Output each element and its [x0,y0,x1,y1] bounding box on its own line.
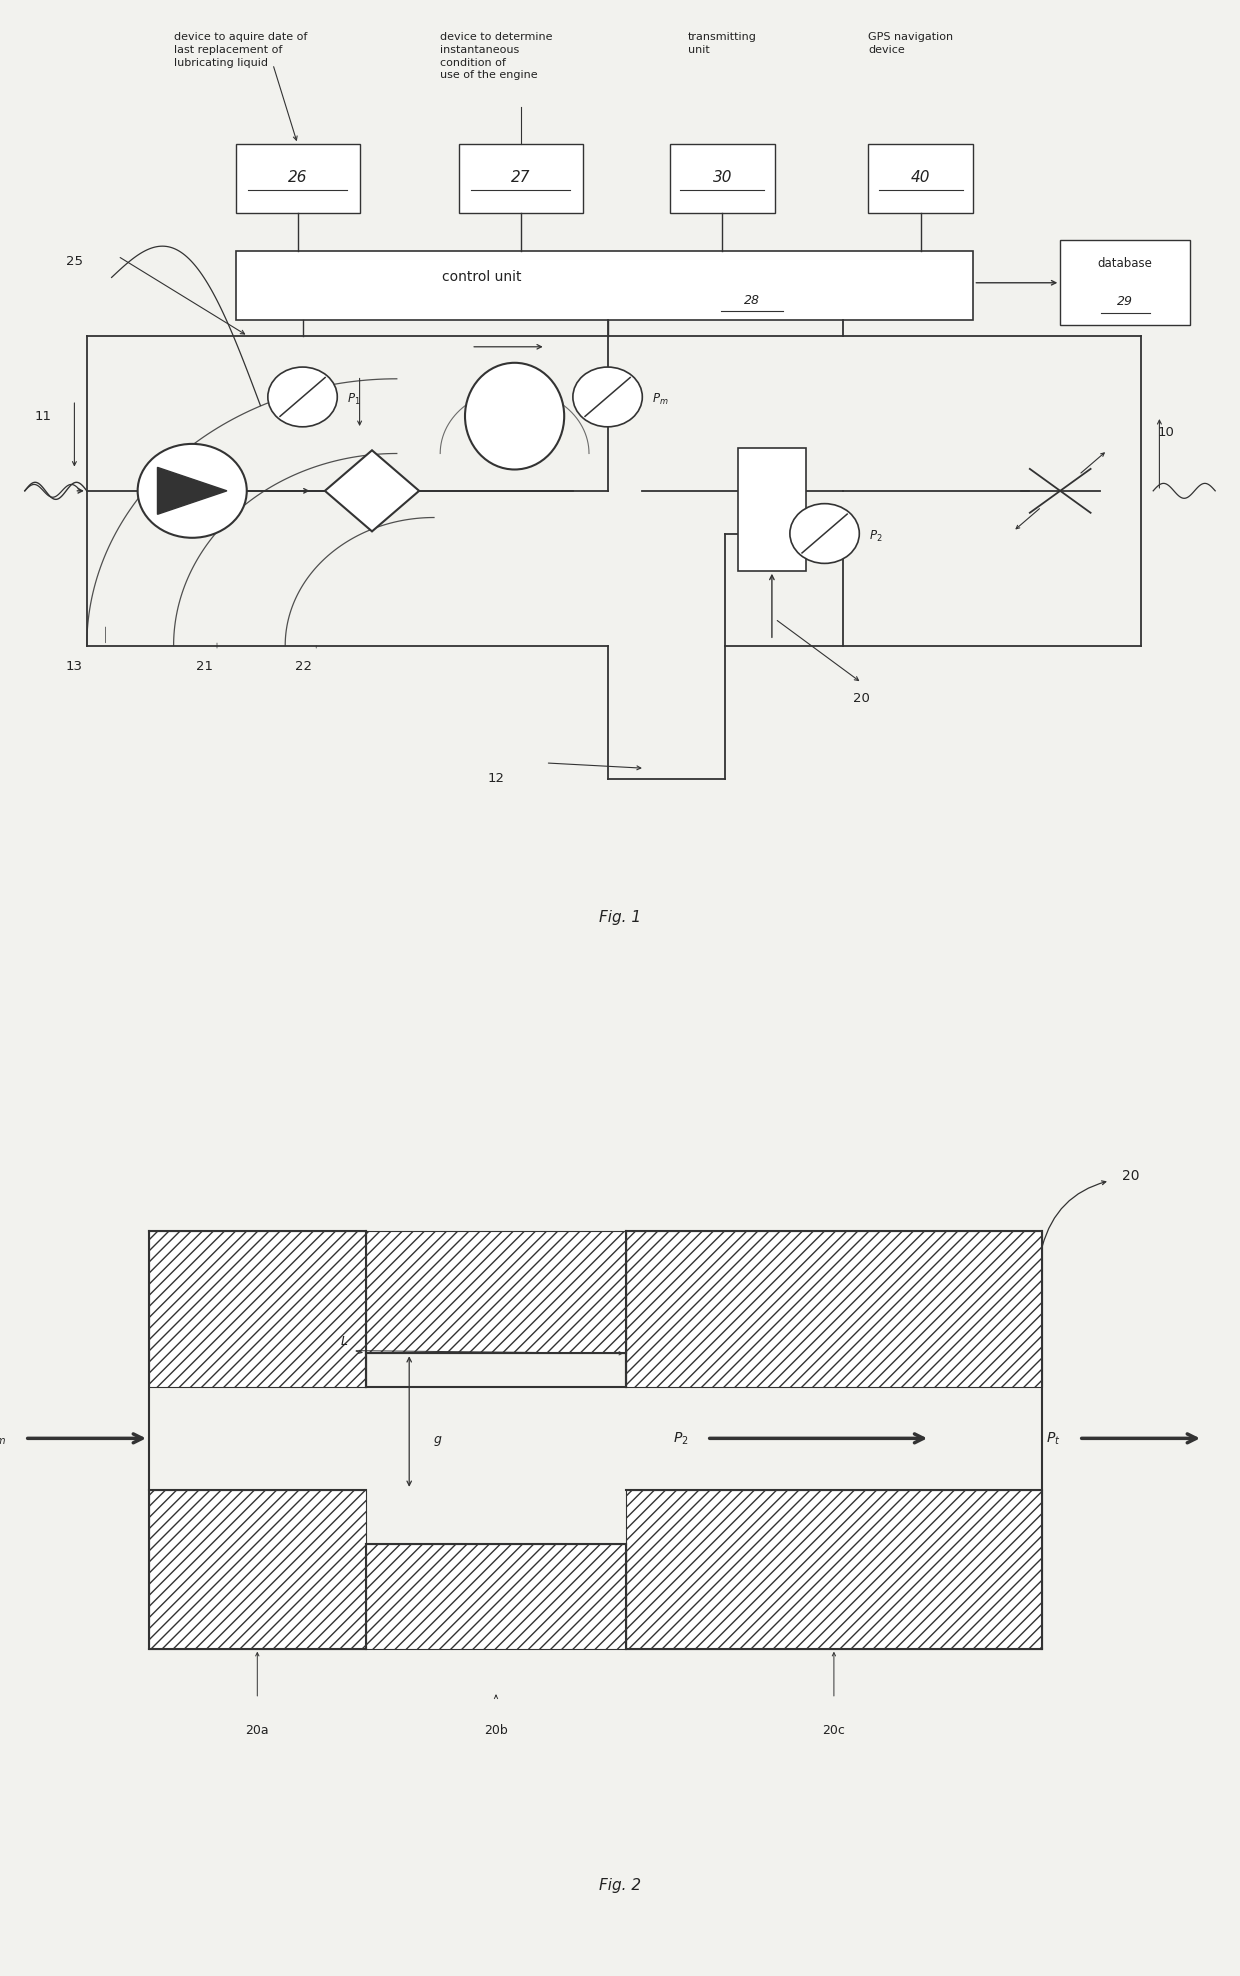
FancyBboxPatch shape [670,144,775,213]
FancyBboxPatch shape [366,1545,626,1648]
Text: GPS navigation
device: GPS navigation device [868,32,954,55]
FancyBboxPatch shape [626,1231,1042,1387]
Text: 28: 28 [744,294,760,306]
Text: control unit: control unit [443,271,522,285]
Text: 20c: 20c [822,1725,846,1737]
Circle shape [138,445,247,537]
FancyBboxPatch shape [236,251,973,320]
Text: $P_1$: $P_1$ [347,393,361,407]
Text: 40: 40 [911,170,930,186]
Text: L: L [341,1336,348,1348]
FancyBboxPatch shape [459,144,583,213]
Text: 26: 26 [288,170,308,186]
Text: 30: 30 [713,170,732,186]
FancyBboxPatch shape [236,144,360,213]
Text: $P_m$: $P_m$ [652,393,668,407]
Text: 12: 12 [487,773,505,784]
Text: device to aquire date of
last replacement of
lubricating liquid: device to aquire date of last replacemen… [174,32,308,67]
Text: 25: 25 [66,255,83,269]
Text: $P_2$: $P_2$ [869,530,883,543]
Text: $P_m$: $P_m$ [0,1431,6,1446]
FancyBboxPatch shape [149,1231,366,1387]
Text: device to determine
instantaneous
condition of
use of the engine: device to determine instantaneous condit… [440,32,553,81]
Text: 20: 20 [853,692,870,705]
Text: 22: 22 [295,660,312,674]
Text: 10: 10 [1157,425,1174,439]
Text: $P_2$: $P_2$ [672,1431,688,1446]
FancyBboxPatch shape [366,1231,626,1354]
Circle shape [268,368,337,427]
FancyBboxPatch shape [1060,241,1190,326]
FancyBboxPatch shape [868,144,973,213]
FancyBboxPatch shape [626,1490,1042,1648]
Circle shape [790,504,859,563]
Text: transmitting
unit: transmitting unit [688,32,758,55]
FancyBboxPatch shape [149,1490,366,1648]
Polygon shape [325,451,419,532]
Text: $P_t$: $P_t$ [1045,1431,1060,1446]
Text: database: database [1097,257,1153,271]
Text: 21: 21 [196,660,213,674]
FancyBboxPatch shape [738,449,806,571]
Text: 13: 13 [66,660,83,674]
Polygon shape [157,468,227,514]
Text: 20b: 20b [484,1725,508,1737]
Text: 20: 20 [1122,1170,1140,1184]
Text: g: g [434,1433,441,1446]
Circle shape [573,368,642,427]
Text: 27: 27 [511,170,531,186]
Text: Fig. 2: Fig. 2 [599,1877,641,1893]
Text: 29: 29 [1117,294,1133,308]
Text: Fig. 1: Fig. 1 [599,911,641,925]
Text: 11: 11 [35,409,52,423]
Text: 20a: 20a [246,1725,269,1737]
Ellipse shape [465,364,564,470]
